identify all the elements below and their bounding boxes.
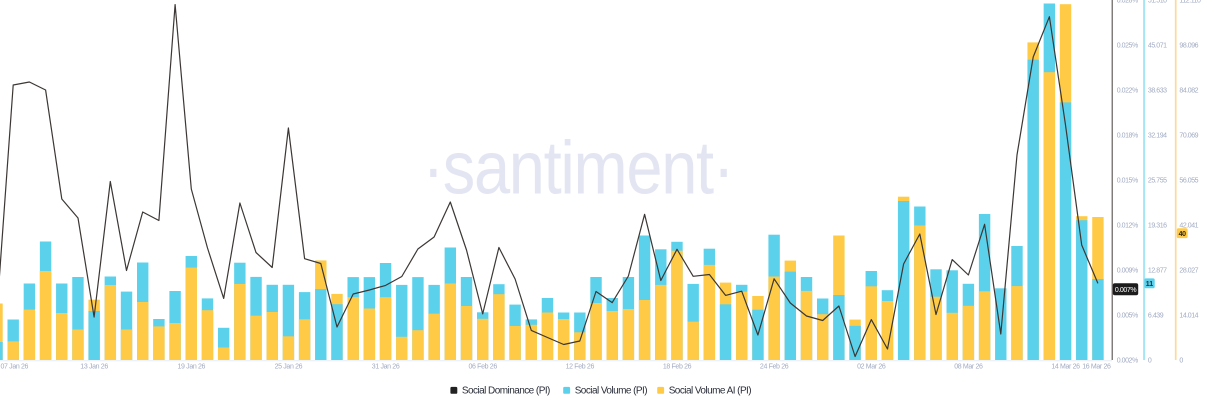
- svg-text:31 Jan 26: 31 Jan 26: [372, 364, 400, 371]
- svg-text:Social Volume AI (PI): Social Volume AI (PI): [669, 385, 752, 396]
- svg-text:38.633: 38.633: [1148, 88, 1167, 95]
- svg-text:19 Jan 26: 19 Jan 26: [177, 364, 205, 371]
- svg-text:06 Feb 26: 06 Feb 26: [469, 364, 498, 371]
- svg-text:16 Mar 26: 16 Mar 26: [1082, 364, 1111, 371]
- svg-text:112.110: 112.110: [1179, 0, 1201, 5]
- svg-text:25.755: 25.755: [1148, 178, 1167, 185]
- svg-text:24 Feb 26: 24 Feb 26: [760, 364, 789, 371]
- svg-text:98.096: 98.096: [1179, 43, 1198, 50]
- svg-text:08 Mar 26: 08 Mar 26: [954, 364, 983, 371]
- svg-text:0.018%: 0.018%: [1117, 133, 1138, 140]
- svg-text:42.041: 42.041: [1179, 223, 1198, 230]
- svg-text:18 Feb 26: 18 Feb 26: [663, 364, 692, 371]
- svg-text:Social Volume (PI): Social Volume (PI): [575, 385, 648, 396]
- svg-text:Social Dominance (PI): Social Dominance (PI): [462, 385, 550, 396]
- svg-text:07 Jan 26: 07 Jan 26: [1, 364, 29, 371]
- svg-text:40: 40: [1179, 231, 1187, 238]
- svg-text:13 Jan 26: 13 Jan 26: [80, 364, 108, 371]
- svg-text:12.877: 12.877: [1148, 268, 1167, 275]
- svg-text:28.027: 28.027: [1179, 268, 1198, 275]
- svg-text:0.005%: 0.005%: [1117, 313, 1138, 320]
- svg-text:45.071: 45.071: [1148, 43, 1167, 50]
- svg-text:56.055: 56.055: [1179, 178, 1198, 185]
- svg-text:19.316: 19.316: [1148, 223, 1167, 230]
- svg-text:0.028%: 0.028%: [1117, 0, 1138, 5]
- svg-text:0.015%: 0.015%: [1117, 178, 1138, 185]
- svg-text:84.082: 84.082: [1179, 88, 1198, 95]
- svg-text:14 Mar 26: 14 Mar 26: [1051, 364, 1080, 371]
- svg-text:0: 0: [1148, 358, 1152, 365]
- svg-text:0.012%: 0.012%: [1117, 223, 1138, 230]
- svg-text:25 Jan 26: 25 Jan 26: [275, 364, 303, 371]
- svg-text:70.069: 70.069: [1179, 133, 1198, 140]
- svg-text:0.009%: 0.009%: [1117, 268, 1138, 275]
- svg-text:02 Mar 26: 02 Mar 26: [857, 364, 886, 371]
- svg-text:0.007%: 0.007%: [1115, 287, 1137, 294]
- svg-text:0: 0: [1179, 358, 1183, 365]
- svg-text:·santiment·: ·santiment·: [422, 125, 733, 210]
- svg-text:0.002%: 0.002%: [1117, 358, 1138, 365]
- svg-text:12 Feb 26: 12 Feb 26: [566, 364, 595, 371]
- svg-text:11: 11: [1146, 281, 1154, 288]
- svg-text:0.025%: 0.025%: [1117, 43, 1138, 50]
- svg-text:32.194: 32.194: [1148, 133, 1167, 140]
- svg-text:0.022%: 0.022%: [1117, 88, 1138, 95]
- svg-text:6.439: 6.439: [1148, 313, 1164, 320]
- svg-text:14.014: 14.014: [1179, 313, 1198, 320]
- svg-text:51.510: 51.510: [1148, 0, 1167, 5]
